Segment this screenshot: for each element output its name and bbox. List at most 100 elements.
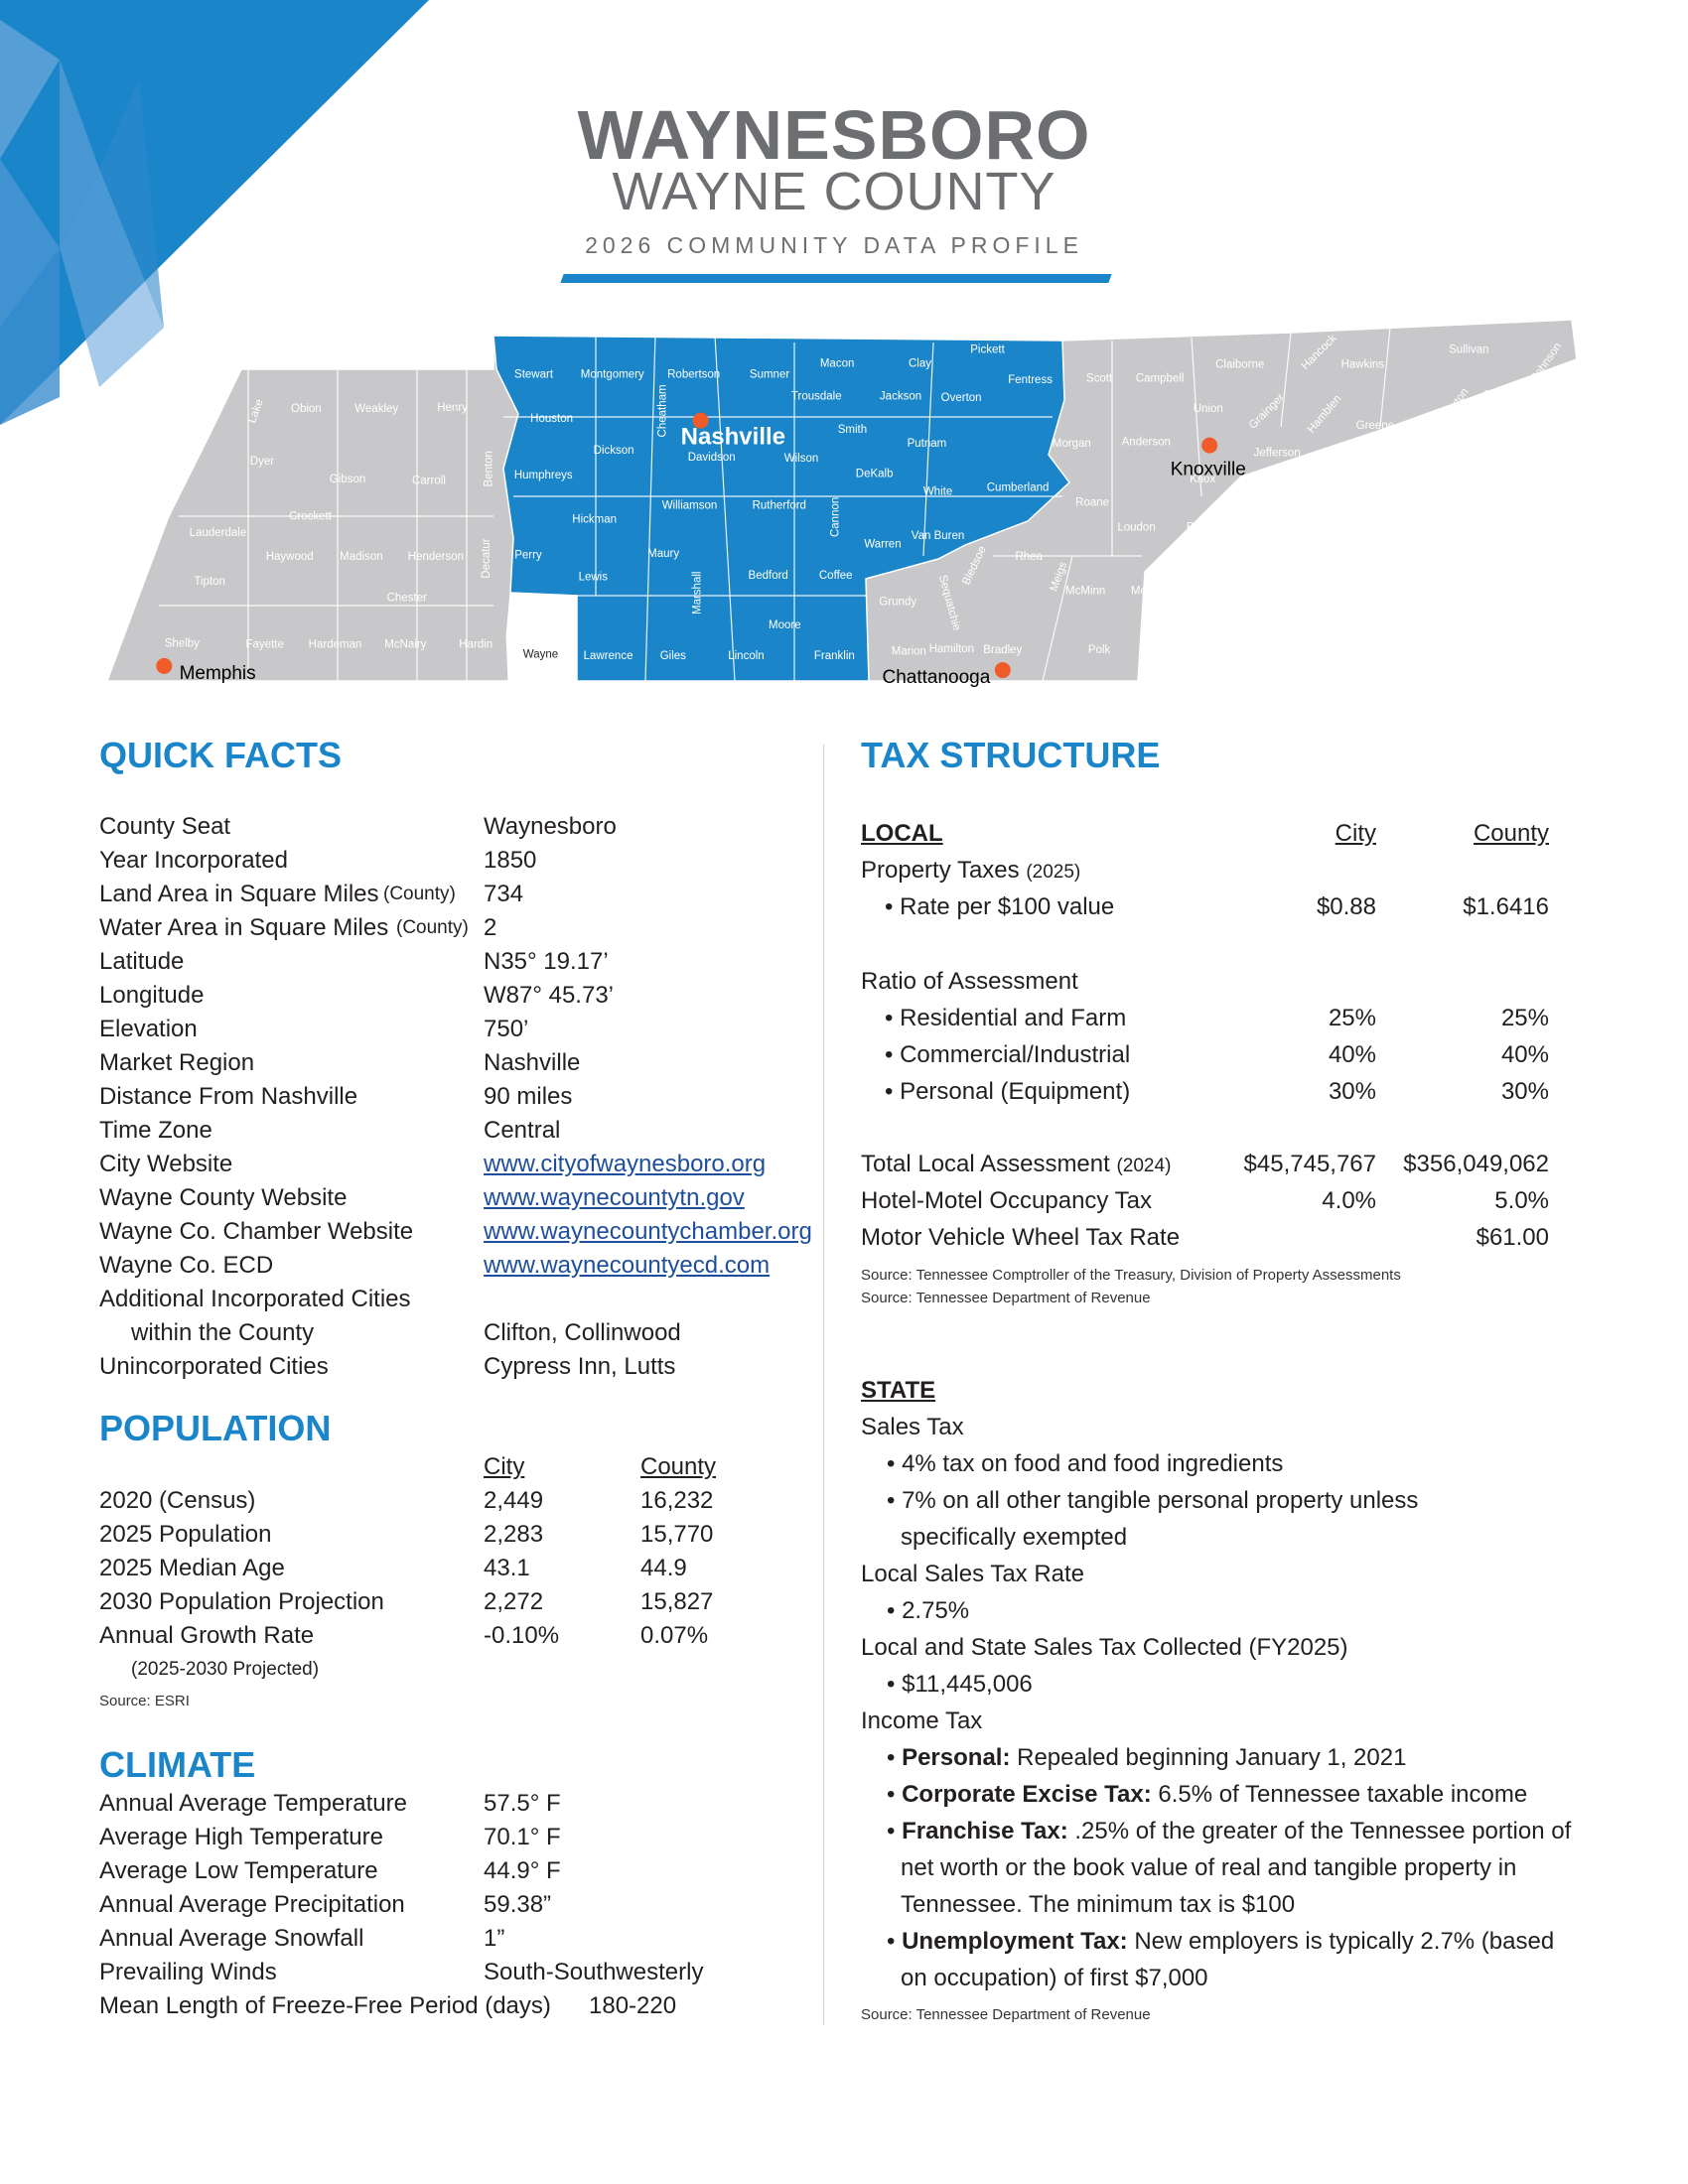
county-label: Gibson [330, 474, 365, 485]
county-label: Moore [769, 619, 801, 631]
population-city: 2,449 [484, 1487, 544, 1514]
population-county: 16,232 [640, 1487, 714, 1514]
population-city: 2,272 [484, 1588, 544, 1615]
fact-label-suffix: (County) [396, 917, 469, 938]
population-label: 2030 Population Projection [99, 1588, 384, 1615]
fact-value: 2 [484, 914, 497, 941]
local-label: LOCAL [861, 820, 943, 847]
population-label: 2025 Population [99, 1521, 272, 1548]
quick-fact-row: Longitude W87° 45.73’ [99, 979, 814, 1013]
population-row: Annual Growth Rate -0.10% 0.07% [99, 1619, 814, 1653]
total-assessment-label: Total Local Assessment [861, 1151, 1110, 1177]
fact-label: Water Area in Square Miles [99, 914, 389, 941]
state-tax-section: STATE Sales Tax 4% tax on food and food … [861, 1372, 1616, 2023]
ratio-label: Personal (Equipment) [861, 1078, 1130, 1105]
property-taxes-label: Property Taxes [861, 857, 1020, 884]
fact-label-suffix: (County) [383, 884, 456, 904]
county-label: Sevier [1254, 502, 1287, 514]
sales-bullet: 7% on all other tangible personal proper… [861, 1482, 1506, 1556]
county-label: Blount [1187, 522, 1219, 534]
region-blue [492, 335, 1071, 682]
county-subtitle: WAYNE COUNTY [612, 162, 1056, 221]
title-underline-bar [560, 274, 1112, 283]
wheel-tax-label: Motor Vehicle Wheel Tax Rate [861, 1224, 1181, 1251]
quick-fact-row: Additional Incorporated Cities [99, 1283, 814, 1316]
local-source-1: Source: Tennessee Comptroller of the Tre… [861, 1267, 1401, 1284]
county-label: Obion [291, 403, 322, 415]
website-link[interactable]: www.waynecountyecd.com [484, 1252, 771, 1279]
county-label: Overton [941, 392, 982, 404]
local-rate-value: 2.75% [861, 1592, 1616, 1629]
city-label: Knoxville [1171, 459, 1246, 479]
website-link[interactable]: www.waynecountytn.gov [484, 1184, 745, 1211]
climate-value: 1” [484, 1925, 505, 1952]
climate-label: Annual Average Temperature [99, 1790, 407, 1817]
sales-bullet: 4% tax on food and food ingredients [861, 1445, 1616, 1482]
county-label: Robertson [667, 368, 720, 380]
fact-label: Latitude [99, 948, 185, 975]
website-link[interactable]: www.waynecountychamber.org [484, 1218, 812, 1245]
fact-label: Unincorporated Cities [99, 1353, 329, 1380]
county-label: Perry [514, 549, 542, 561]
quick-fact-row: Time Zone Central [99, 1114, 814, 1148]
quick-fact-row: Latitude N35° 19.17’ [99, 945, 814, 979]
county-label: Cannon [829, 497, 841, 537]
county-label: Chester [387, 592, 427, 604]
county-label: Pickett [970, 343, 1005, 355]
county-label: Maury [647, 548, 679, 560]
fact-value: Waynesboro [484, 813, 617, 840]
county-label: Bradley [983, 644, 1022, 656]
income-tax-detail: .25% of the greater of the Tennessee por… [901, 1818, 1572, 1918]
county-label: Trousdale [791, 391, 842, 403]
climate-label: Prevailing Winds [99, 1959, 277, 1985]
county-label: Davidson [688, 452, 736, 464]
income-tax-bullet: Corporate Excise Tax: 6.5% of Tennessee … [861, 1776, 1576, 1813]
climate-row: Annual Average Snowfall 1” [99, 1922, 814, 1956]
county-label: Haywood [266, 551, 314, 563]
income-tax-bullet: Unemployment Tax: New employers is typic… [861, 1923, 1576, 1996]
fact-label: Year Incorporated [99, 847, 288, 874]
income-tax-type: Personal: [902, 1744, 1011, 1771]
fact-value: Cypress Inn, Lutts [484, 1353, 676, 1380]
county-label: Union [1194, 403, 1223, 415]
fact-value: 750’ [484, 1016, 529, 1042]
county-label: Houston [530, 413, 573, 425]
climate-value: 44.9° F [484, 1857, 561, 1884]
county-label: Fayette [246, 639, 284, 651]
quick-fact-row: within the County Clifton, Collinwood [99, 1316, 814, 1350]
population-county: 0.07% [640, 1622, 709, 1649]
city-dot-icon [994, 662, 1011, 679]
county-label: Lawrence [584, 650, 633, 662]
quick-fact-row: Year Incorporated 1850 [99, 844, 814, 878]
county-label: Marshall [691, 572, 703, 614]
rate-row: Rate per $100 value $0.88 $1.6416 [861, 888, 1549, 925]
county-label: Loudon [1117, 522, 1155, 534]
county-label: Hickman [572, 513, 617, 525]
fact-label: Time Zone [99, 1117, 212, 1144]
county-label: Rutherford [753, 499, 806, 511]
quick-fact-row: Land Area in Square Miles (County) 734 [99, 878, 814, 911]
population-row: 2025 Median Age 43.1 44.9 [99, 1552, 814, 1585]
ratio-label: Commercial/Industrial [861, 1041, 1130, 1068]
local-rate-label: Local Sales Tax Rate [861, 1561, 1085, 1587]
city-dot-icon [1201, 437, 1218, 454]
income-tax-detail: New employers is typically 2.7% (based o… [901, 1928, 1555, 1991]
col-city-header: City [484, 1453, 525, 1480]
county-label: Rhea [1015, 551, 1043, 563]
collected-value: $11,445,006 [861, 1666, 1616, 1703]
county-label: Carter [1483, 389, 1515, 401]
county-label: Putnam [908, 438, 947, 450]
county-label: Morgan [1053, 438, 1091, 450]
county-label: Crockett [289, 510, 333, 522]
fact-label: Distance From Nashville [99, 1083, 358, 1110]
population-header-row: City County [99, 1450, 814, 1484]
county-label: Greene [1356, 420, 1394, 432]
climate-label: Annual Average Precipitation [99, 1891, 405, 1918]
climate-row: Mean Length of Freeze-Free Period (days)… [99, 1989, 814, 2023]
total-county: $356,049,062 [1403, 1151, 1549, 1177]
county-label: McMinn [1065, 585, 1105, 597]
ratio-county: 40% [1500, 1041, 1549, 1068]
county-label: McNairy [384, 639, 426, 651]
website-link[interactable]: www.cityofwaynesboro.org [484, 1151, 767, 1177]
county-label: Clay [909, 357, 931, 369]
